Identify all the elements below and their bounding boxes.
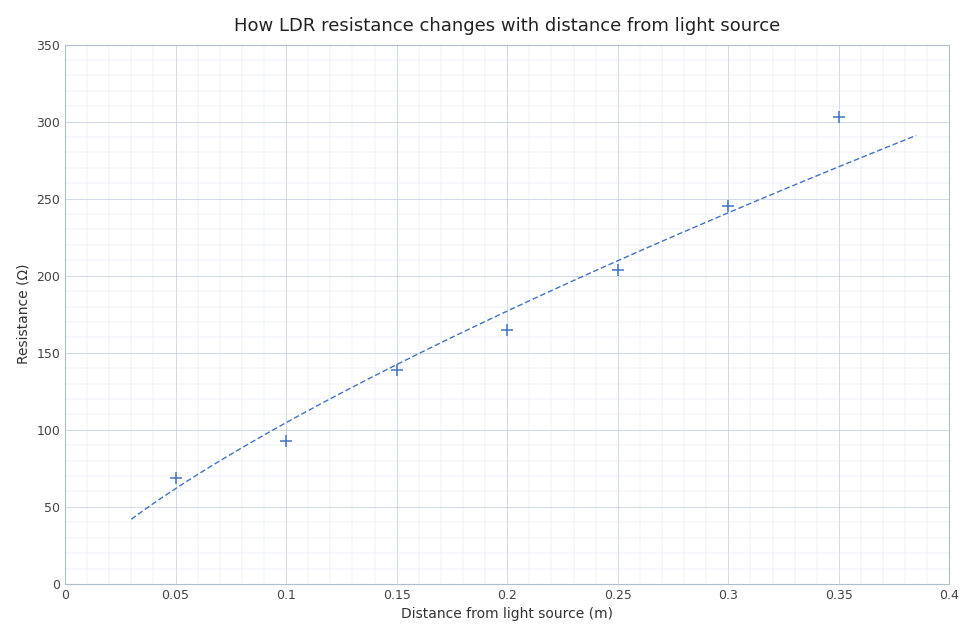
Title: How LDR resistance changes with distance from light source: How LDR resistance changes with distance… (234, 17, 780, 34)
Y-axis label: Resistance (Ω): Resistance (Ω) (17, 264, 30, 364)
X-axis label: Distance from light source (m): Distance from light source (m) (401, 607, 613, 621)
